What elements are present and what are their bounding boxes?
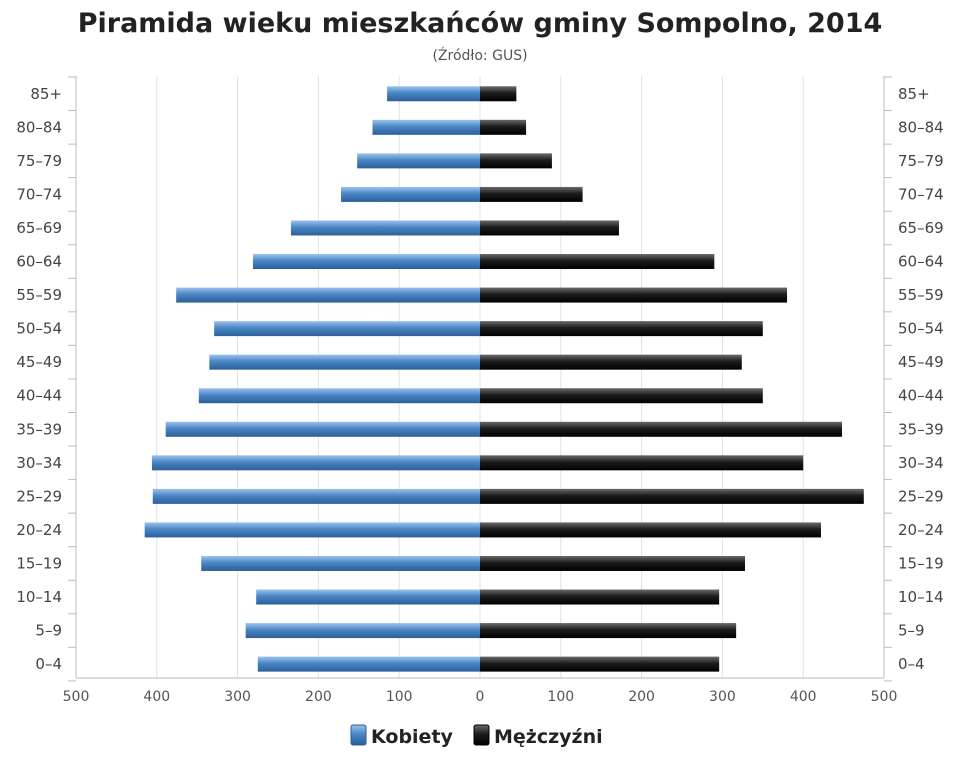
category-label-left: 45–49 <box>16 353 62 371</box>
category-label-left: 50–54 <box>16 320 62 338</box>
bar-mezczyzni <box>480 488 864 504</box>
category-label-left: 25–29 <box>16 487 62 505</box>
category-label-right: 30–34 <box>898 454 944 472</box>
category-label-right: 0–4 <box>898 655 925 673</box>
bar-kobiety <box>209 354 480 370</box>
category-label-left: 10–14 <box>16 588 62 606</box>
x-tick-label: 200 <box>628 689 655 705</box>
bar-kobiety <box>372 119 480 135</box>
bar-mezczyzni <box>480 421 842 437</box>
category-label-left: 40–44 <box>16 387 62 405</box>
bar-mezczyzni <box>480 287 788 303</box>
category-label-left: 75–79 <box>16 152 62 170</box>
category-label-left: 70–74 <box>16 185 62 203</box>
legend-swatch-mezczyzni <box>473 724 490 746</box>
x-tick-label: 300 <box>709 689 736 705</box>
category-label-right: 25–29 <box>898 487 944 505</box>
bar-kobiety <box>176 287 480 303</box>
x-tick-label: 500 <box>63 689 90 705</box>
category-label-left: 15–19 <box>16 554 62 572</box>
chart-subtitle: (Źródło: GUS) <box>432 46 527 64</box>
x-tick-label: 400 <box>143 689 170 705</box>
bar-kobiety <box>341 186 480 202</box>
category-label-left: 20–24 <box>16 521 62 539</box>
category-label-right: 35–39 <box>898 420 944 438</box>
bar-mezczyzni <box>480 656 720 672</box>
category-label-left: 0–4 <box>35 655 62 673</box>
category-label-right: 60–64 <box>898 253 944 271</box>
bar-kobiety <box>357 153 480 169</box>
x-tick-label: 200 <box>305 689 332 705</box>
category-label-right: 75–79 <box>898 152 944 170</box>
category-label-right: 85+ <box>898 85 930 103</box>
x-tick-label: 400 <box>790 689 817 705</box>
bar-kobiety <box>245 623 480 639</box>
category-label-right: 50–54 <box>898 320 944 338</box>
bar-mezczyzni <box>480 354 742 370</box>
bar-mezczyzni <box>480 589 720 605</box>
bar-kobiety <box>387 86 480 102</box>
bar-kobiety <box>214 321 480 337</box>
bar-kobiety <box>144 522 480 538</box>
axes <box>68 76 892 682</box>
category-label-right: 80–84 <box>898 118 944 136</box>
bar-kobiety <box>198 388 481 404</box>
x-tick-label: 100 <box>547 689 574 705</box>
bar-mezczyzni <box>480 555 746 571</box>
bar-kobiety <box>290 220 480 236</box>
legend-item-kobiety[interactable]: Kobiety <box>350 724 454 748</box>
chart-title: Piramida wieku mieszkańców gminy Sompoln… <box>78 8 883 39</box>
category-label-right: 45–49 <box>898 353 944 371</box>
category-label-right: 5–9 <box>898 622 925 640</box>
x-tick-label: 100 <box>386 689 413 705</box>
bar-kobiety <box>151 455 480 471</box>
bar-mezczyzni <box>480 86 517 102</box>
category-label-right: 15–19 <box>898 554 944 572</box>
category-label-right: 40–44 <box>898 387 944 405</box>
bar-mezczyzni <box>480 455 804 471</box>
category-label-left: 60–64 <box>16 253 62 271</box>
bar-mezczyzni <box>480 153 552 169</box>
legend-label-kobiety: Kobiety <box>371 726 454 748</box>
bar-mezczyzni <box>480 321 763 337</box>
bar-mezczyzni <box>480 623 737 639</box>
category-label-right: 70–74 <box>898 185 944 203</box>
bar-kobiety <box>201 555 481 571</box>
category-label-right: 10–14 <box>898 588 944 606</box>
x-tick-labels: 500 400 300 200 100 0 100 200 300 400 500 <box>63 689 898 705</box>
bar-mezczyzni <box>480 186 583 202</box>
legend-swatch-kobiety <box>350 724 367 746</box>
legend-label-mezczyzni: Mężczyźni <box>494 726 603 748</box>
category-label-left: 35–39 <box>16 420 62 438</box>
category-label-left: 65–69 <box>16 219 62 237</box>
category-label-left: 5–9 <box>35 622 62 640</box>
bar-mezczyzni <box>480 119 527 135</box>
bar-kobiety <box>257 656 480 672</box>
x-tick-label: 300 <box>224 689 251 705</box>
category-labels-left: 85+ 80–84 75–79 70–74 65–69 60–64 55–59 50–54 45… <box>16 85 62 673</box>
bar-kobiety <box>256 589 480 605</box>
category-label-left: 80–84 <box>16 118 62 136</box>
bar-mezczyzni <box>480 254 715 270</box>
legend: Kobiety Mężczyźni <box>350 724 603 748</box>
category-label-right: 55–59 <box>898 286 944 304</box>
x-tick-label: 0 <box>476 689 485 705</box>
bar-kobiety <box>165 421 481 437</box>
category-label-right: 20–24 <box>898 521 944 539</box>
category-labels-right: 85+ 80–84 75–79 70–74 65–69 60–64 55–59 50–54 45… <box>898 85 944 673</box>
bar-kobiety <box>252 254 480 270</box>
bar-mezczyzni <box>480 522 821 538</box>
category-label-left: 30–34 <box>16 454 62 472</box>
bars <box>144 86 864 672</box>
category-label-left: 55–59 <box>16 286 62 304</box>
category-label-left: 85+ <box>30 85 62 103</box>
bar-kobiety <box>152 488 480 504</box>
legend-item-mezczyzni[interactable]: Mężczyźni <box>473 724 603 748</box>
bar-mezczyzni <box>480 388 763 404</box>
bar-mezczyzni <box>480 220 619 236</box>
x-tick-label: 500 <box>871 689 898 705</box>
category-label-right: 65–69 <box>898 219 944 237</box>
